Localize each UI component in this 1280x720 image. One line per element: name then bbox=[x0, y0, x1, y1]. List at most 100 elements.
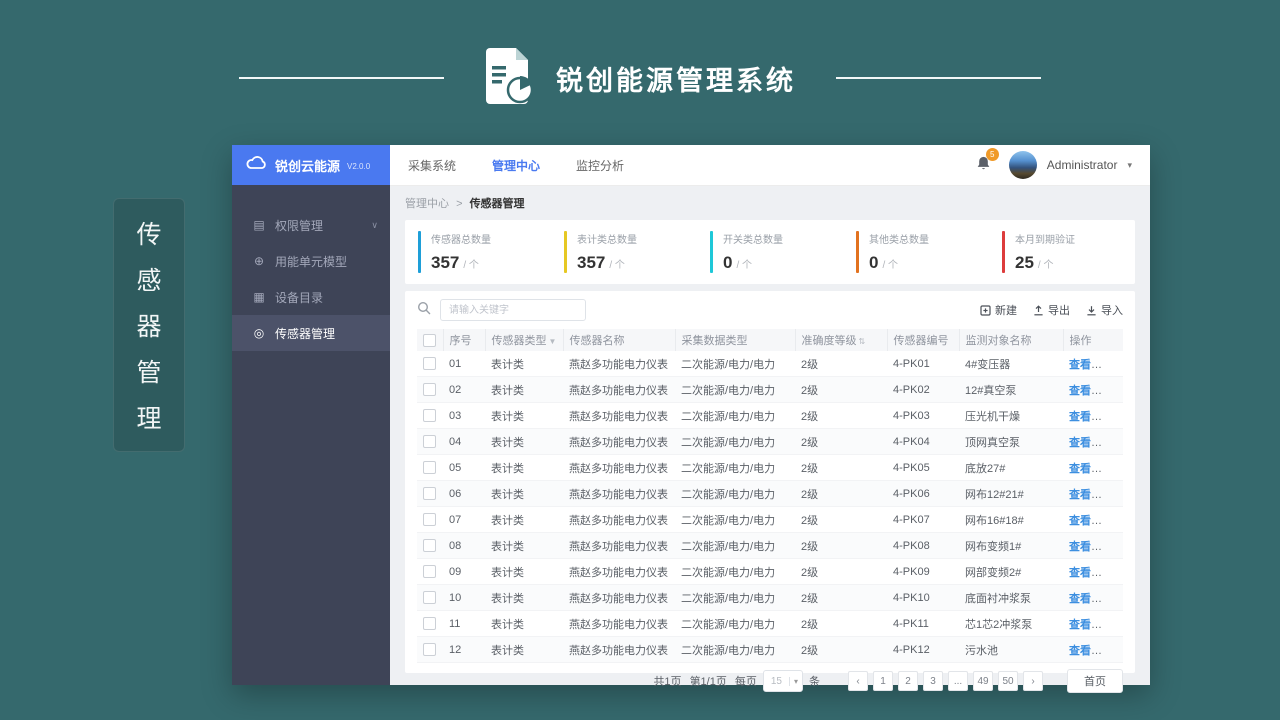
view-link[interactable]: 查看 bbox=[1069, 540, 1091, 553]
page-button[interactable]: 2 bbox=[898, 671, 918, 691]
cloud-logo-icon bbox=[246, 155, 268, 175]
view-link[interactable]: 查看 bbox=[1069, 644, 1091, 657]
import-button[interactable]: 导入 bbox=[1086, 302, 1123, 318]
delete-link[interactable]: 删除 bbox=[1101, 358, 1123, 371]
view-link[interactable]: 查看 bbox=[1069, 410, 1091, 423]
sidebar-menu-item[interactable]: ⊕ 用能单元模型 bbox=[232, 243, 390, 279]
view-link[interactable]: 查看 bbox=[1069, 514, 1091, 527]
cell-sensor-type: 表计类 bbox=[485, 532, 563, 559]
delete-link[interactable]: 删除 bbox=[1101, 410, 1123, 423]
stat-accent-bar bbox=[856, 231, 859, 273]
column-header[interactable]: 准确度等级 ⇅ bbox=[794, 329, 887, 351]
row-checkbox[interactable] bbox=[423, 565, 436, 578]
delete-link[interactable]: 删除 bbox=[1101, 566, 1123, 579]
cell-target-name: 网布12#21# bbox=[959, 480, 1063, 507]
prev-page-button[interactable]: ‹ bbox=[848, 671, 868, 691]
view-link[interactable]: 查看 bbox=[1069, 462, 1091, 475]
sidebar-menu-item[interactable]: ▤ 权限管理 ∨ bbox=[232, 207, 390, 243]
create-button[interactable]: 新建 bbox=[980, 302, 1017, 318]
nav-tab[interactable]: 采集系统 bbox=[408, 158, 457, 173]
page-button[interactable]: 50 bbox=[998, 671, 1018, 691]
delete-link[interactable]: 删除 bbox=[1101, 488, 1123, 501]
delete-link[interactable]: 删除 bbox=[1101, 384, 1123, 397]
user-menu-caret-icon[interactable]: ▾ bbox=[1127, 159, 1132, 170]
sidebar-menu: ▤ 权限管理 ∨ ⊕ 用能单元模型 ▦ 设备目录 ◎ bbox=[232, 185, 390, 351]
view-link[interactable]: 查看 bbox=[1069, 384, 1091, 397]
column-header: 传感器名称 bbox=[562, 329, 675, 351]
view-link[interactable]: 查看 bbox=[1069, 358, 1091, 371]
view-link[interactable]: 查看 bbox=[1069, 618, 1091, 631]
row-checkbox[interactable] bbox=[423, 383, 436, 396]
row-checkbox[interactable] bbox=[423, 513, 436, 526]
delete-link[interactable]: 删除 bbox=[1101, 592, 1123, 605]
cell-sensor-type: 表计类 bbox=[485, 402, 563, 429]
cell-sensor-type: 表计类 bbox=[485, 506, 563, 533]
next-page-button[interactable]: › bbox=[1023, 671, 1043, 691]
cell-sensor-name: 燕赵多功能电力仪表 bbox=[563, 402, 675, 429]
page-title: 锐创能源管理系统 bbox=[556, 65, 796, 96]
cell-sensor-name: 燕赵多功能电力仪表 bbox=[563, 480, 675, 507]
delete-link[interactable]: 删除 bbox=[1101, 514, 1123, 527]
row-checkbox[interactable] bbox=[423, 617, 436, 630]
page-button[interactable]: 3 bbox=[923, 671, 943, 691]
row-checkbox[interactable] bbox=[423, 487, 436, 500]
page-button[interactable]: 49 bbox=[973, 671, 993, 691]
cell-actions: 查看 删除 bbox=[1063, 610, 1123, 637]
app-logo: 锐创云能源 V2.0.0 bbox=[232, 145, 390, 185]
menu-item-label: 权限管理 bbox=[275, 218, 324, 233]
delete-link[interactable]: 删除 bbox=[1101, 436, 1123, 449]
search-input[interactable] bbox=[440, 299, 586, 321]
row-checkbox[interactable] bbox=[423, 461, 436, 474]
cell-accuracy-level: 2级 bbox=[795, 636, 887, 663]
row-checkbox[interactable] bbox=[423, 643, 436, 656]
cell-accuracy-level: 2级 bbox=[795, 532, 887, 559]
table-row: 08 表计类 燕赵多功能电力仪表 二次能源/电力/电力 2级 4-PK08 网布… bbox=[417, 532, 1123, 559]
delete-link[interactable]: 删除 bbox=[1101, 618, 1123, 631]
cell-target-name: 底面衬冲浆泵 bbox=[959, 584, 1063, 611]
row-checkbox[interactable] bbox=[423, 591, 436, 604]
sort-icon: ⇅ bbox=[858, 337, 866, 346]
table-toolbar: 新建 导出 导入 bbox=[405, 291, 1135, 329]
top-navbar: 采集系统 管理中心 监控分析 5 Administrator ▾ bbox=[390, 145, 1150, 186]
per-page-select[interactable]: 15 ▾ bbox=[762, 670, 803, 692]
page-button[interactable]: 1 bbox=[873, 671, 893, 691]
export-button-label: 导出 bbox=[1048, 305, 1070, 317]
avatar[interactable] bbox=[1008, 151, 1037, 179]
stat-unit: / 个 bbox=[882, 260, 899, 271]
table-row: 10 表计类 燕赵多功能电力仪表 二次能源/电力/电力 2级 4-PK10 底面… bbox=[417, 584, 1123, 611]
select-all-checkbox[interactable] bbox=[423, 333, 436, 347]
app-window: 锐创云能源 V2.0.0 ▤ 权限管理 ∨ ⊕ 用能单元模型 ▦ 设备目录 bbox=[232, 145, 1150, 693]
stat-info: 开关类总数量 0/ 个 bbox=[723, 231, 783, 273]
view-link[interactable]: 查看 bbox=[1069, 488, 1091, 501]
column-header[interactable]: 传感器类型 ▼ bbox=[484, 329, 563, 351]
sidebar-menu-item[interactable]: ▦ 设备目录 bbox=[232, 279, 390, 315]
cell-data-type: 二次能源/电力/电力 bbox=[675, 454, 795, 481]
cell-index: 03 bbox=[443, 402, 485, 429]
view-link[interactable]: 查看 bbox=[1069, 436, 1091, 449]
cell-target-name: 网布变频1# bbox=[959, 532, 1063, 559]
row-checkbox[interactable] bbox=[423, 357, 436, 370]
delete-link[interactable]: 删除 bbox=[1101, 540, 1123, 553]
stat-card: 表计类总数量 357/ 个 bbox=[551, 220, 697, 284]
row-checkbox[interactable] bbox=[423, 409, 436, 422]
page-button[interactable]: ... bbox=[948, 671, 968, 691]
home-page-button[interactable]: 首页 bbox=[1067, 669, 1123, 693]
total-pages-label: 共1页 bbox=[653, 676, 682, 688]
nav-tab[interactable]: 管理中心 bbox=[492, 158, 541, 173]
notification-bell[interactable]: 5 bbox=[976, 147, 999, 176]
row-checkbox[interactable] bbox=[423, 435, 436, 448]
sidebar-menu-item[interactable]: ◎ 传感器管理 bbox=[232, 315, 390, 351]
cell-sensor-name: 燕赵多功能电力仪表 bbox=[563, 532, 675, 559]
row-checkbox[interactable] bbox=[423, 539, 436, 552]
view-link[interactable]: 查看 bbox=[1069, 592, 1091, 605]
cell-target-name: 芯1芯2冲浆泵 bbox=[959, 610, 1063, 637]
export-button[interactable]: 导出 bbox=[1033, 302, 1070, 318]
delete-link[interactable]: 删除 bbox=[1101, 462, 1123, 475]
cell-actions: 查看 删除 bbox=[1063, 428, 1123, 455]
breadcrumb-parent[interactable]: 管理中心 bbox=[405, 198, 449, 210]
cell-target-name: 网部变频2# bbox=[959, 558, 1063, 585]
delete-link[interactable]: 删除 bbox=[1101, 644, 1123, 657]
view-link[interactable]: 查看 bbox=[1069, 566, 1091, 579]
per-page-caret-icon: ▾ bbox=[788, 676, 802, 686]
nav-tab[interactable]: 监控分析 bbox=[576, 158, 625, 173]
